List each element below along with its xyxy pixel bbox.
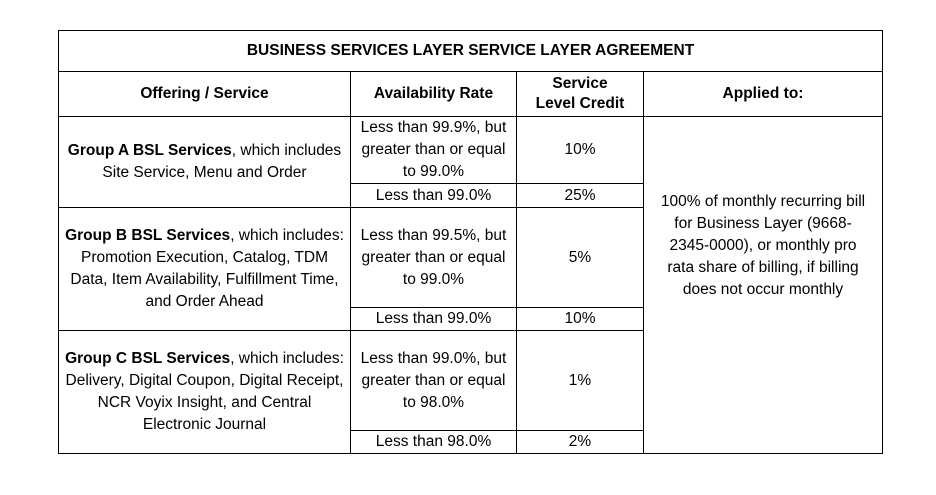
sla-table: BUSINESS SERVICES LAYER SERVICE LAYER AG… — [57, 30, 884, 454]
group-a-tier2-credit: 25% — [516, 183, 644, 208]
group-b-name: Group B BSL Services — [65, 227, 231, 244]
group-b-tier2-credit: 10% — [516, 307, 644, 331]
group-c-offering: Group C BSL Services, which includes: De… — [58, 330, 351, 454]
group-c-description: , which includes: Delivery, Digital Coup… — [65, 350, 344, 433]
applied-to-cell: 100% of monthly recurring bill for Busin… — [642, 116, 884, 454]
header-offering: Offering / Service — [58, 71, 351, 117]
header-credit: Service Level Credit — [516, 71, 644, 117]
group-b-tier1-rate: Less than 99.5%, but greater than or equ… — [350, 207, 517, 308]
header-credit-line2: Level Credit — [535, 95, 625, 112]
group-c-tier1-credit: 1% — [516, 330, 644, 431]
group-b-tier1-credit: 5% — [516, 207, 644, 308]
header-applied: Applied to: — [642, 71, 884, 117]
group-b-description: , which includes: Promotion Execution, C… — [70, 227, 344, 310]
group-c-tier2-credit: 2% — [516, 430, 644, 454]
table-title: BUSINESS SERVICES LAYER SERVICE LAYER AG… — [57, 30, 884, 72]
header-availability: Availability Rate — [350, 71, 517, 117]
group-a-tier1-credit: 10% — [516, 116, 644, 184]
group-a-tier1-rate: Less than 99.9%, but greater than or equ… — [350, 116, 517, 184]
group-b-offering: Group B BSL Services, which includes: Pr… — [58, 207, 351, 331]
group-c-name: Group C BSL Services — [65, 350, 231, 367]
header-credit-line1: Service — [552, 75, 608, 92]
group-a-name: Group A BSL Services — [67, 142, 232, 159]
group-c-tier1-rate: Less than 99.0%, but greater than or equ… — [350, 330, 517, 431]
group-a-description: , which includes Site Service, Menu and … — [102, 142, 342, 181]
group-a-offering: Group A BSL Services, which includes Sit… — [58, 116, 351, 208]
group-a-tier2-rate: Less than 99.0% — [350, 183, 517, 208]
applied-to-text: 100% of monthly recurring bill for Busin… — [660, 193, 866, 298]
group-c-tier2-rate: Less than 98.0% — [350, 430, 517, 454]
group-b-tier2-rate: Less than 99.0% — [350, 307, 517, 331]
